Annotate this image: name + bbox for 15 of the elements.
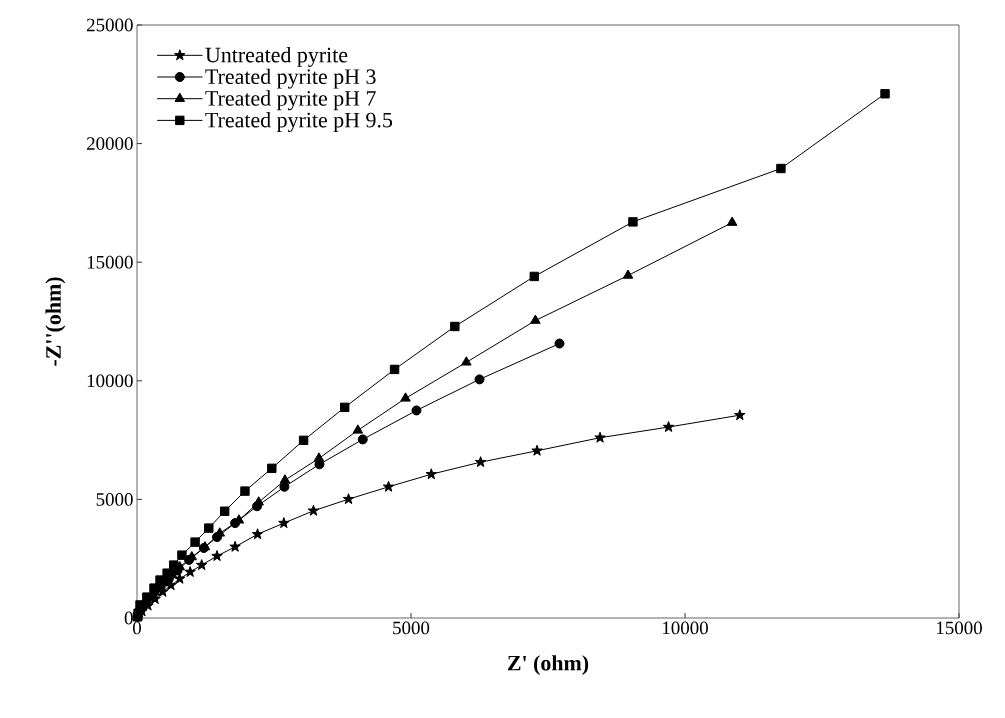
y-axis-title: -Z''(ohm) xyxy=(45,277,66,366)
x-tick-label: 10000 xyxy=(663,621,708,635)
y-tick-label: 20000 xyxy=(86,137,133,150)
y-tick-label: 10000 xyxy=(87,374,133,388)
x-tick-label: 5000 xyxy=(393,621,430,635)
x-tick-label: 15000 xyxy=(937,621,982,635)
legend-label: Treated pyrite pH 9.5 xyxy=(205,112,393,132)
x-axis-title: Z' (ohm) xyxy=(507,655,589,676)
y-tick-label: 0 xyxy=(124,611,133,625)
legend-label: Treated pyrite pH 7 xyxy=(205,90,376,111)
legend-label: Treated pyrite pH 3 xyxy=(205,68,376,89)
y-tick-label: 25000 xyxy=(86,18,133,32)
legend-label: Untreated pyrite xyxy=(205,46,348,67)
y-tick-label: 5000 xyxy=(96,493,133,506)
y-tick-label: 15000 xyxy=(87,255,133,269)
